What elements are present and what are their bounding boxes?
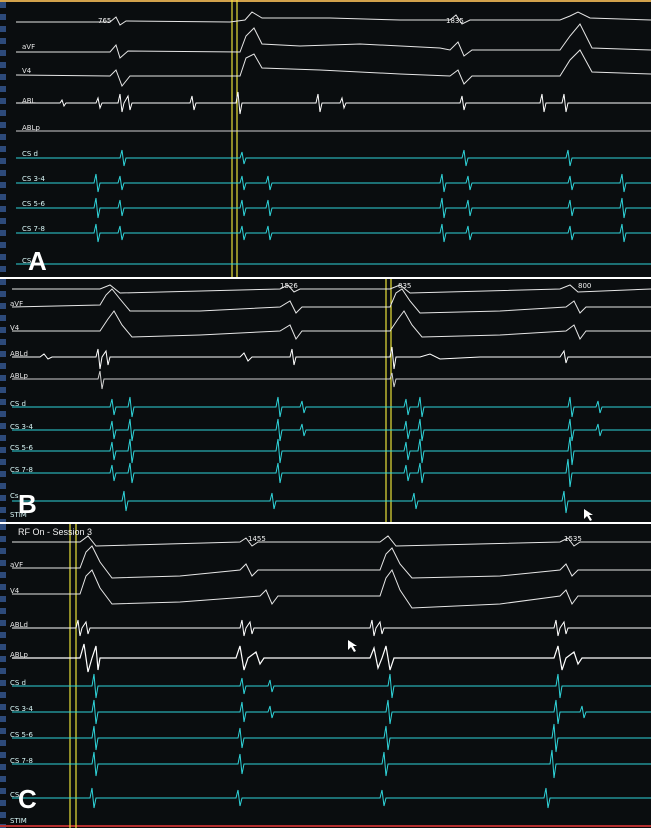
panel-b-traces	[11, 279, 651, 522]
panel-b-interval-value: 1526	[280, 282, 298, 290]
panel-c-trace-abld	[12, 619, 651, 637]
panel-a-channel-label: aVF	[22, 43, 36, 51]
panel-c-channel-label: ABLd	[10, 621, 28, 629]
panel-c-trace-cs-d	[12, 673, 651, 699]
monitor-bezel-bottom	[0, 825, 651, 827]
panel-a-channel-label: CS 7-8	[22, 225, 45, 233]
panel-b-channel-label: Cs	[10, 492, 19, 500]
panel-c-session-label: RF On - Session 3	[18, 527, 93, 537]
panel-c-channel-label: CS 3-4	[10, 705, 33, 713]
panel-a-trace-cs-5-6	[16, 197, 651, 219]
panel-a-channel-label: V4	[22, 67, 32, 75]
panel-b-trace-cs-d	[12, 396, 651, 418]
panel-c-trace-cs	[12, 787, 651, 809]
monitor-bezel-left	[0, 279, 6, 522]
panel-a-channel-label: CS 3-4	[22, 175, 45, 183]
monitor-bezel-left	[0, 2, 6, 277]
panel-c-trace-cs-7-8	[12, 749, 651, 779]
panel-b-interval-value: 800	[578, 282, 592, 290]
mouse-cursor-icon	[348, 640, 357, 652]
panel-c-trace-v4	[12, 568, 651, 609]
panel-b-channel-label: ABLp	[10, 372, 28, 380]
panel-c-channel-label: CS 7-8	[10, 757, 33, 765]
panel-a-trace-cs-d	[16, 149, 651, 167]
panel-c-trace-cs-3-4	[12, 699, 651, 725]
panel-a-channel-label: ABLp	[22, 124, 40, 132]
panel-a-trace-v4	[15, 49, 651, 87]
panel-b-channel-label: CS 7-8	[10, 466, 33, 474]
panel-c-trace-cs-5-6	[12, 723, 651, 753]
panel-c-trace-avf	[12, 545, 651, 579]
panel-a-trace-abl	[16, 91, 651, 115]
panel-a-interval-value: 765	[98, 17, 112, 25]
panel-a-channel-label: CS d	[22, 150, 38, 158]
panel-a-channel-label: ABL	[22, 97, 36, 105]
panel-a-ecg-recording: aVF V4 ABL ABLp CS d CS 3-4 CS 5-6 CS 7-…	[0, 0, 651, 277]
panel-c-letter: C	[18, 784, 37, 814]
panel-b-trace-ablp	[12, 370, 651, 390]
panel-a-letter: A	[28, 246, 47, 276]
panel-a-channel-label: CS	[22, 257, 32, 265]
panel-c-channel-label: V4	[10, 587, 20, 595]
panel-c-traces	[12, 524, 651, 828]
panel-b-trace-avf	[11, 288, 651, 314]
panel-b-channel-label: STIM	[10, 511, 27, 519]
mouse-cursor-icon	[584, 509, 593, 521]
panel-c-channel-label: CS 5-6	[10, 731, 33, 739]
panel-b-trace-cs-5-6	[12, 436, 651, 466]
panel-c-channel-label: CS d	[10, 679, 26, 687]
panel-b-channel-label: CS 5-6	[10, 444, 33, 452]
panel-a-trace-avf	[16, 23, 651, 59]
monitor-bezel-left	[0, 524, 6, 828]
panel-c-interval-value: 1535	[564, 535, 582, 543]
panel-c-channel-label: aVF	[10, 561, 24, 569]
panel-c-ecg-recording: RF On - Session 3 aVF V4 ABLd ABLp CS d …	[0, 524, 651, 828]
panel-b-trace-v4	[12, 310, 651, 340]
panel-a-trace-i	[16, 11, 651, 26]
panel-b-channel-label: CS d	[10, 400, 26, 408]
panel-a-traces	[15, 0, 651, 277]
panel-b-ecg-recording: aVF V4 ABLd ABLp CS d CS 3-4 CS 5-6 CS 7…	[0, 279, 651, 522]
panel-b-trace-cs	[12, 490, 651, 514]
panel-b-trace-cs-3-4	[12, 418, 651, 442]
panel-b-channel-label: CS 3-4	[10, 423, 33, 431]
panel-a-trace-cs-7-8	[16, 223, 651, 243]
panel-b-channel-label: V4	[10, 324, 20, 332]
panel-a-channel-label: CS 5-6	[22, 200, 45, 208]
panel-c-trace-i	[12, 535, 651, 547]
panel-a-interval-value: 1835	[446, 17, 464, 25]
panel-c-channel-label: ABLp	[10, 651, 28, 659]
panel-a-trace-cs-3-4	[16, 173, 651, 193]
monitor-bezel-top	[0, 0, 651, 2]
panel-c-interval-value: 1455	[248, 535, 266, 543]
panel-b-trace-abld	[12, 346, 651, 370]
panel-c-trace-ablp	[12, 643, 651, 673]
panel-b-trace-cs-7-8	[12, 458, 651, 488]
panel-b-channel-label: ABLd	[10, 350, 28, 358]
panel-b-channel-label: aVF	[10, 300, 24, 308]
panel-c-channel-label: STIM	[10, 817, 27, 825]
panel-b-interval-value: 835	[398, 282, 412, 290]
panel-b-trace-i	[12, 284, 651, 294]
panel-b-letter: B	[18, 489, 37, 519]
panel-c-channel-label: CS	[10, 791, 20, 799]
